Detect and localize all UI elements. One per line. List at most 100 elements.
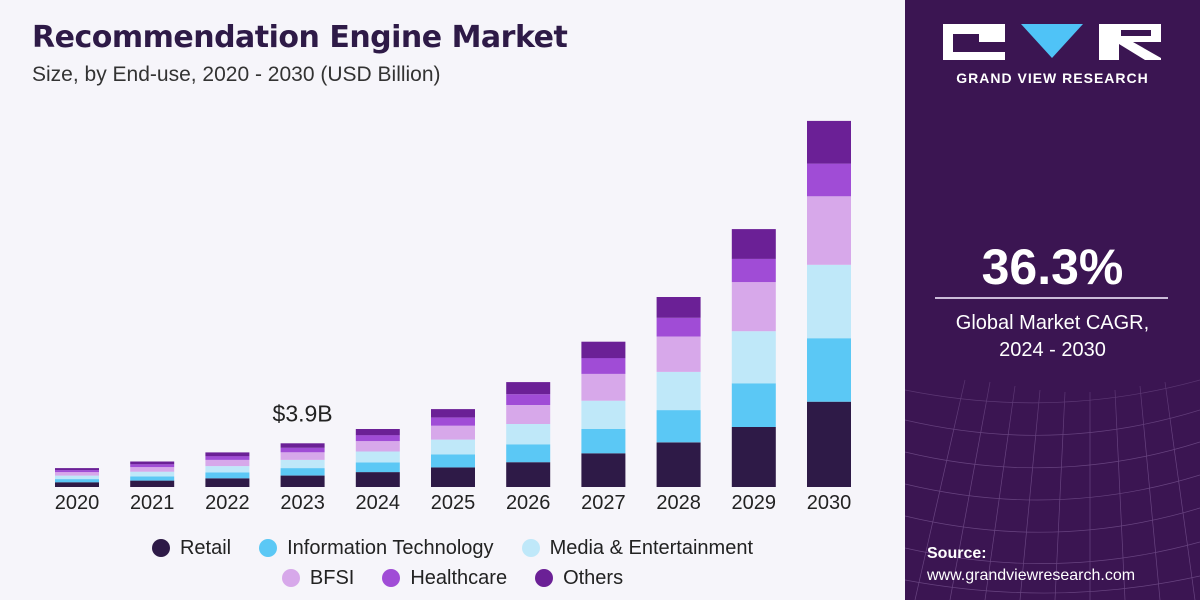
bar-segment-2025-1 (431, 454, 475, 468)
bar-segment-2028-4 (656, 317, 701, 337)
bar-segment-2027-4 (581, 358, 626, 374)
bar-segment-2028-1 (656, 410, 701, 443)
x-tick-label-2030: 2030 (807, 492, 852, 514)
bar-segment-2030-2 (807, 264, 851, 339)
bar-segment-2020-4 (55, 470, 99, 473)
bar-segment-2025-3 (431, 425, 475, 440)
cagr-value: 36.3% (981, 239, 1124, 295)
bar-segment-2021-3 (130, 467, 175, 472)
legend-row: BFSI Healthcare Others (0, 563, 905, 593)
bar-segment-2029-5 (731, 229, 776, 259)
x-tick-label-2029: 2029 (732, 492, 777, 514)
bar-segment-2029-2 (731, 331, 776, 384)
bar-segment-2027-0 (581, 453, 626, 487)
bar-segment-2021-5 (130, 461, 175, 465)
x-tick-label-2022: 2022 (205, 492, 250, 514)
bar-segment-2030-1 (807, 338, 851, 402)
bar-segment-2024-5 (355, 429, 400, 436)
legend-item: Information Technology (259, 536, 494, 560)
bar-segment-2024-4 (355, 435, 400, 442)
legend-label: Media & Entertainment (549, 536, 753, 559)
bar-segment-2024-0 (355, 472, 400, 487)
bar-segment-2025-4 (431, 417, 475, 426)
legend-swatch-icon (382, 569, 401, 587)
chart-subtitle: Size, by End-use, 2020 - 2030 (USD Billi… (32, 63, 441, 86)
bar-segment-2027-5 (581, 341, 626, 359)
chart-panel: Recommendation Engine Market Size, by En… (0, 20, 905, 593)
cagr-label: Global Market CAGR, 2024 - 2030 (905, 310, 1200, 364)
legend-row: Retail Information Technology Media & Ente… (0, 533, 905, 563)
bar-segment-2023-5 (280, 443, 325, 448)
gvr-logo (943, 24, 1161, 60)
bar-segment-2030-4 (807, 163, 851, 197)
bar-segment-2028-0 (656, 442, 701, 487)
legend-label: BFSI (309, 566, 355, 589)
bar-segment-2023-4 (280, 447, 325, 453)
bar-segment-2029-4 (731, 258, 776, 283)
source-label: Source: (927, 545, 987, 562)
legend-label: Information Technology (287, 536, 494, 559)
bar-segment-2030-5 (807, 120, 851, 164)
bar-segment-2026-1 (506, 444, 551, 463)
bar-segment-2026-0 (506, 462, 551, 487)
legend-swatch-icon (151, 539, 170, 557)
x-tick-label-2026: 2026 (506, 492, 551, 514)
bar-segment-2025-0 (431, 467, 475, 487)
bar-segment-2024-3 (355, 441, 400, 452)
bar-segment-2025-2 (431, 439, 475, 455)
x-tick-label-2028: 2028 (656, 492, 701, 514)
chart-title: Recommendation Engine Market (32, 20, 568, 55)
cagr-label-line1: Global Market CAGR, (955, 312, 1150, 334)
bar-segment-2029-3 (731, 282, 776, 332)
legend-swatch-icon (281, 569, 300, 587)
bar-segment-2022-0 (205, 478, 250, 487)
bar-segment-2020-3 (55, 472, 99, 476)
bar-segment-2021-4 (130, 464, 175, 468)
bar-segment-2028-2 (656, 371, 701, 411)
legend-item: BFSI (281, 566, 355, 590)
legend-swatch-icon (259, 539, 278, 557)
bar-segment-2029-1 (731, 383, 776, 427)
bar-segment-2026-2 (506, 424, 551, 445)
x-tick-label-2024: 2024 (356, 492, 401, 514)
bar-segment-2029-0 (731, 427, 776, 487)
data-label-2023: $3.9B (273, 400, 333, 426)
bar-segment-2030-3 (807, 196, 851, 265)
bar-segment-2022-3 (205, 459, 250, 467)
legend-item: Retail (151, 537, 231, 560)
bar-segment-2027-3 (581, 373, 626, 401)
bar-segment-2021-2 (130, 471, 175, 477)
bar-segment-2028-3 (656, 336, 701, 372)
bar-segment-2026-4 (506, 394, 551, 406)
chart-legend: Retail Information Technology Media & Ente… (0, 533, 905, 593)
bar-segment-2024-2 (355, 451, 400, 463)
bar-segment-2021-0 (130, 480, 175, 487)
x-tick-label-2020: 2020 (55, 492, 100, 514)
bar-segment-2027-1 (581, 429, 626, 454)
x-tick-label-2025: 2025 (431, 492, 476, 514)
bar-segment-2023-1 (280, 468, 325, 476)
bar-segment-2022-4 (205, 456, 250, 460)
bar-segment-2021-1 (130, 476, 175, 481)
legend-item: Others (535, 567, 623, 590)
x-tick-label-2023: 2023 (280, 492, 325, 514)
cagr-divider (935, 297, 1168, 299)
x-tick-label-2027: 2027 (581, 492, 626, 514)
cagr-label-line2: 2024 - 2030 (999, 339, 1106, 361)
stacked-bar-chart: 2020 2021 2022 2023 $3.9B 2024 2025 2026 2027 202… (55, 120, 852, 514)
bar-segment-2027-2 (581, 400, 626, 429)
bar-segment-2022-1 (205, 472, 250, 479)
bar-segment-2028-5 (656, 297, 701, 318)
bar-segment-2020-2 (55, 475, 99, 480)
legend-label: Others (563, 566, 624, 589)
bar-segment-2024-1 (355, 462, 400, 473)
bar-segment-2025-5 (431, 409, 475, 418)
bar-segment-2020-0 (55, 482, 99, 487)
legend-swatch-icon (535, 569, 554, 587)
bar-segment-2026-3 (506, 405, 551, 424)
info-sidebar: GRAND VIEW RESEARCH 36.3% Global Market … (905, 0, 1200, 600)
legend-item: Media & Entertainment (521, 536, 753, 560)
legend-label: Healthcare (410, 566, 508, 589)
bar-segment-2020-5 (55, 468, 99, 471)
bar-segment-2022-5 (205, 452, 250, 457)
